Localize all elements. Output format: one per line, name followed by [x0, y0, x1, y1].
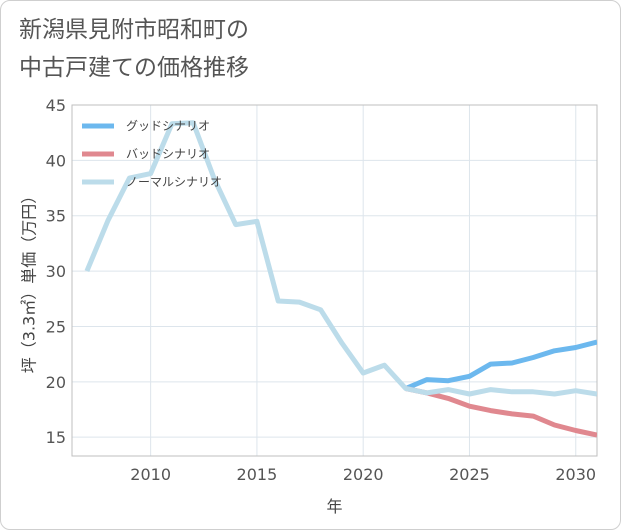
series-lines: [84, 120, 597, 438]
plot-area-border: [71, 104, 598, 457]
y-axis-ticks: 15 20 25 30 35 40 45: [46, 96, 66, 447]
y-tick-label: 40: [46, 151, 66, 170]
x-axis-ticks: 2010 2015 2020 2025 2030: [130, 465, 596, 484]
legend-label-normal: ノーマルシナリオ: [126, 175, 222, 189]
series-line-good: [404, 339, 597, 391]
chart-title: 新潟県見附市昭和町の 中古戸建ての価格推移: [19, 11, 599, 87]
chart-title-line-2: 中古戸建ての価格推移: [19, 55, 249, 81]
x-tick-label: 2010: [130, 465, 171, 484]
x-axis-title: 年: [326, 497, 342, 516]
series-line-normal: [84, 120, 597, 397]
x-tick-label: 2030: [555, 465, 596, 484]
y-tick-label: 25: [46, 317, 66, 336]
y-tick-label: 35: [46, 207, 66, 226]
x-tick-label: 2025: [449, 465, 490, 484]
chart-title-line-1: 新潟県見附市昭和町の: [19, 17, 249, 43]
legend-label-bad: バッドシナリオ: [126, 147, 210, 161]
x-tick-label: 2015: [237, 465, 278, 484]
y-tick-label: 20: [46, 373, 66, 392]
x-tick-label: 2020: [343, 465, 384, 484]
y-tick-label: 30: [46, 262, 66, 281]
y-tick-label: 15: [46, 428, 66, 447]
y-axis-title: 坪（3.3㎡）単価（万円）: [20, 188, 39, 373]
y-tick-label: 45: [46, 96, 66, 115]
legend-label-good: グッドシナリオ: [126, 119, 210, 133]
series-line-bad: [405, 386, 597, 438]
